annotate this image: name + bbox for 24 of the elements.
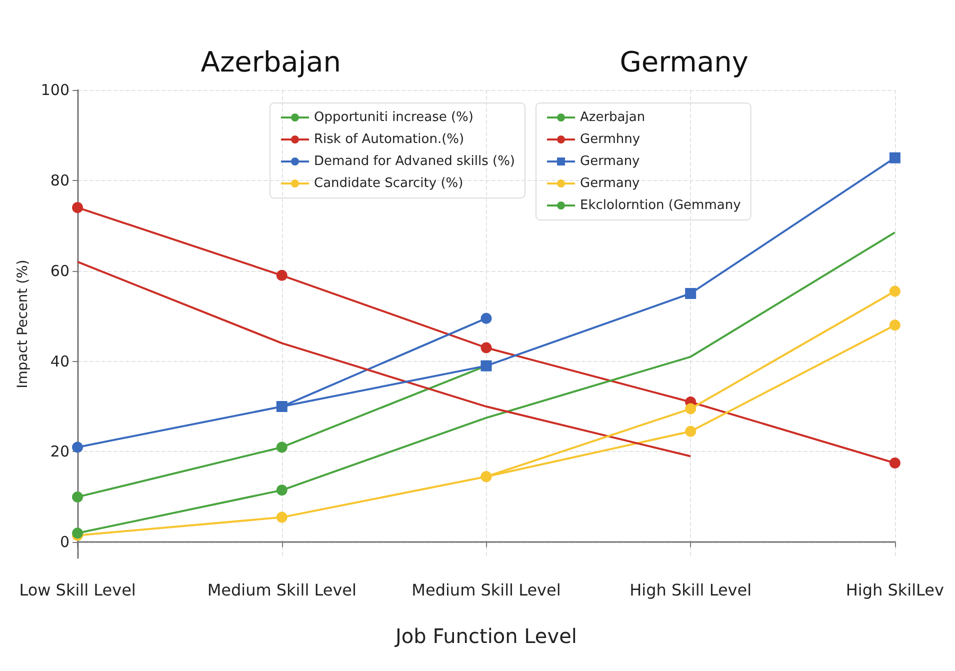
legend-label: Germhny	[580, 132, 640, 147]
legend-label: Azerbajan	[580, 110, 646, 125]
x-axis-title: Job Function Level	[394, 624, 577, 648]
legend-label: Candidate Scarcity (%)	[314, 176, 464, 191]
y-tick-label: 40	[50, 352, 70, 370]
x-tick-label: Medium Skill Level	[412, 580, 561, 600]
y-tick-label: 80	[50, 171, 70, 190]
legend-label: Demand for Advaned skills (%)	[314, 154, 516, 169]
text: Germany	[620, 46, 748, 78]
y-tick-label: 20	[50, 442, 70, 461]
y-axis-title: Impact Pecent (%)	[15, 260, 31, 388]
y-tick-label: 100	[40, 81, 70, 99]
x-tick-label: High Skill Level	[630, 580, 752, 600]
legend-label: Germany	[580, 154, 640, 169]
text: Azerbajan	[200, 46, 342, 78]
y-tick-label: 0	[60, 533, 70, 552]
legend-label: Germany	[580, 176, 640, 191]
x-tick-label: Medium Skill Level	[207, 580, 356, 600]
x-tick-label: Low Skill Level	[19, 580, 136, 600]
legend-label: Opportuniti increase (%)	[314, 110, 474, 125]
legend-label: Ekclolorntion (Gemmany	[580, 198, 742, 213]
x-tick-label: High SkilLev	[846, 580, 944, 600]
y-tick-label: 60	[50, 262, 70, 280]
legend-label: Risk of Automation.(%)	[314, 132, 464, 147]
